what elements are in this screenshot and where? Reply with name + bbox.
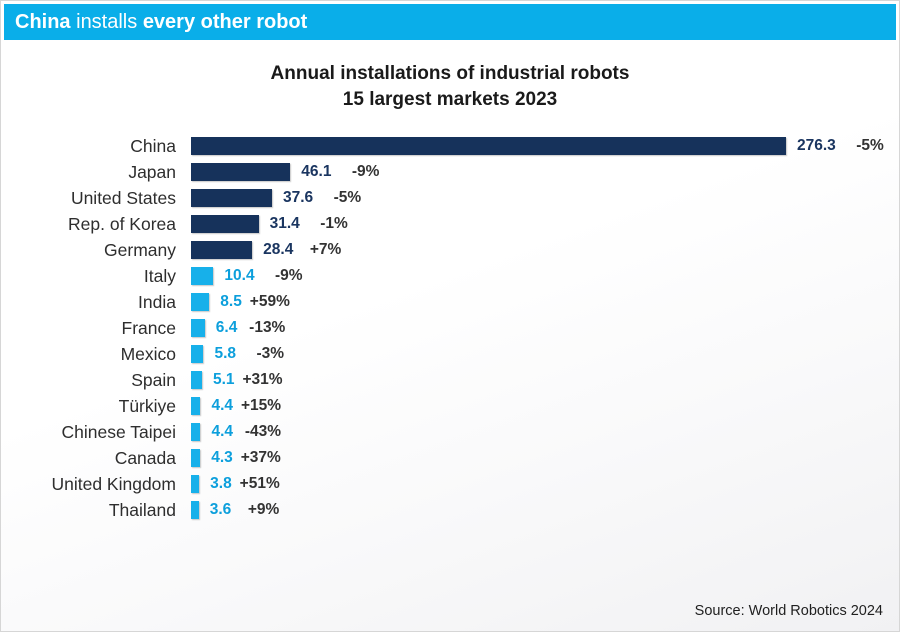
headline-bold-start: China bbox=[15, 10, 71, 33]
bar bbox=[191, 293, 210, 311]
change-pct-label: -9% bbox=[351, 163, 380, 180]
bar-row: Germany 28.4 +7% bbox=[1, 237, 899, 263]
country-label: Germany bbox=[104, 239, 176, 260]
chart-title: Annual installations of industrial robot… bbox=[270, 63, 630, 84]
source-note: Source: World Robotics 2024 bbox=[694, 603, 883, 619]
country-label: China bbox=[130, 135, 176, 156]
change-pct-label: +51% bbox=[239, 475, 280, 492]
bar-row: Chinese Taipei 4.4 -43% bbox=[1, 419, 899, 445]
change-pct-label: +59% bbox=[249, 293, 290, 310]
bar-row: Spain 5.1 +31% bbox=[1, 367, 899, 393]
value-label: 37.6 bbox=[282, 189, 314, 206]
country-label: United Kingdom bbox=[51, 473, 176, 494]
value-label: 3.6 bbox=[209, 501, 232, 518]
country-label: Italy bbox=[143, 265, 176, 286]
chart-subtitle: 15 largest markets 2023 bbox=[342, 89, 558, 110]
country-label: Canada bbox=[114, 447, 176, 468]
country-label: France bbox=[121, 317, 176, 338]
change-pct-label: -5% bbox=[333, 189, 362, 206]
bar-row: Thailand 3.6 +9% bbox=[1, 497, 899, 523]
value-label: 28.4 bbox=[263, 241, 294, 258]
change-pct-label: +37% bbox=[240, 449, 281, 466]
value-label: 46.1 bbox=[301, 163, 332, 180]
bar-row: United Kingdom 3.8 +51% bbox=[1, 471, 899, 497]
bar bbox=[191, 163, 291, 181]
country-label: India bbox=[138, 291, 176, 312]
bar-row: France 6.4 -13% bbox=[1, 315, 899, 341]
headline-banner: China installs every other robot bbox=[4, 4, 896, 40]
change-pct-label: -3% bbox=[256, 345, 285, 362]
change-pct-label: -13% bbox=[249, 319, 286, 336]
country-label: Mexico bbox=[120, 343, 176, 364]
headline-bold-end: every other robot bbox=[142, 10, 308, 33]
bar bbox=[191, 267, 214, 285]
bar-row: China 276.3 -5% bbox=[1, 133, 899, 159]
bar bbox=[191, 449, 201, 467]
headline-regular: installs bbox=[70, 10, 143, 33]
bar bbox=[191, 345, 204, 363]
bar bbox=[191, 397, 201, 415]
value-label: 4.4 bbox=[211, 423, 234, 440]
bar-row: India 8.5 +59% bbox=[1, 289, 899, 315]
country-label: Japan bbox=[128, 161, 176, 182]
country-label: Chinese Taipei bbox=[61, 421, 176, 442]
bar bbox=[191, 371, 202, 389]
value-label: 5.1 bbox=[212, 371, 235, 388]
change-pct-label: +15% bbox=[240, 397, 282, 414]
chart-title-block: Annual installations of industrial robot… bbox=[1, 61, 899, 113]
value-label: 3.8 bbox=[210, 475, 232, 492]
change-pct-label: -1% bbox=[320, 215, 348, 232]
bar bbox=[191, 137, 786, 155]
country-label: Rep. of Korea bbox=[68, 213, 176, 234]
value-label: 4.3 bbox=[211, 449, 233, 466]
bar-row: Rep. of Korea 31.4 -1% bbox=[1, 211, 899, 237]
value-label: 5.8 bbox=[214, 345, 237, 362]
bar-chart: China 276.3 -5% Japan 46.1 -9% United St… bbox=[1, 133, 899, 523]
bar bbox=[191, 501, 199, 519]
country-label: United States bbox=[70, 187, 176, 208]
country-label: Türkiye bbox=[118, 395, 176, 416]
change-pct-label: -5% bbox=[856, 137, 884, 154]
bar-row: Italy 10.4 -9% bbox=[1, 263, 899, 289]
value-label: 6.4 bbox=[215, 319, 238, 336]
country-label: Thailand bbox=[108, 499, 176, 520]
bar-row: United States 37.6 -5% bbox=[1, 185, 899, 211]
bar-row: Türkiye 4.4 +15% bbox=[1, 393, 899, 419]
value-label: 4.4 bbox=[211, 397, 234, 414]
value-label: 276.3 bbox=[797, 137, 836, 154]
bar bbox=[191, 215, 259, 233]
change-pct-label: +31% bbox=[242, 371, 283, 388]
bar bbox=[191, 475, 200, 493]
change-pct-label: +7% bbox=[309, 241, 342, 258]
value-label: 8.5 bbox=[220, 293, 242, 310]
country-label: Spain bbox=[131, 369, 176, 390]
change-pct-label: -9% bbox=[274, 267, 303, 284]
bar-row: Mexico 5.8 -3% bbox=[1, 341, 899, 367]
bar bbox=[191, 189, 272, 207]
change-pct-label: -43% bbox=[244, 423, 282, 440]
value-label: 10.4 bbox=[224, 267, 255, 284]
value-label: 31.4 bbox=[269, 215, 300, 232]
bar bbox=[191, 241, 253, 259]
bar-row: Canada 4.3 +37% bbox=[1, 445, 899, 471]
bar-row: Japan 46.1 -9% bbox=[1, 159, 899, 185]
bar bbox=[191, 319, 205, 337]
change-pct-label: +9% bbox=[247, 501, 280, 518]
bar bbox=[191, 423, 201, 441]
